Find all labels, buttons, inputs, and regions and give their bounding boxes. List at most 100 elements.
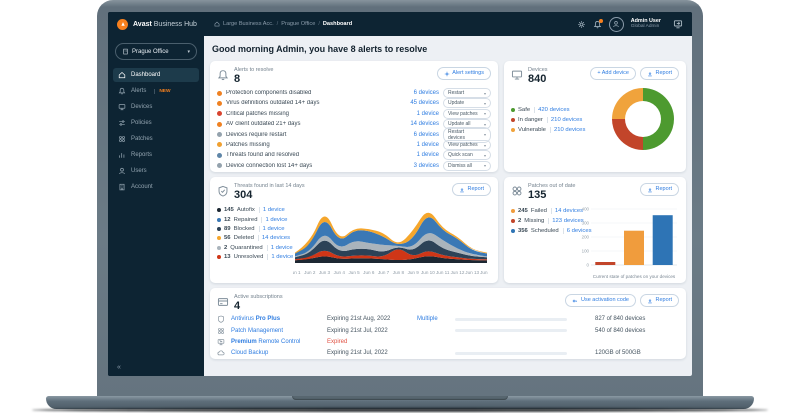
legend-device-link[interactable]: 1 device: [266, 244, 293, 251]
legend-device-link[interactable]: 14 devices: [257, 235, 290, 242]
legend-dot: [511, 219, 515, 224]
legend-count: 56: [224, 235, 231, 242]
alert-label: Device connection lost 14+ days: [226, 162, 313, 169]
console-switcher-icon[interactable]: [673, 19, 683, 29]
alert-device-count-link[interactable]: 1 device: [416, 110, 439, 117]
legend-dot: [511, 229, 515, 234]
org-selector[interactable]: Prague Office ▾: [115, 43, 197, 60]
subscription-expiry: Expired: [327, 338, 348, 345]
sidebar-collapse-button[interactable]: «: [117, 364, 121, 371]
legend-item: 12 Repaired 1 device: [217, 216, 293, 223]
svg-text:Jun 7: Jun 7: [378, 270, 390, 275]
legend-device-link[interactable]: 14 devices: [550, 208, 583, 215]
use-activation-code-button[interactable]: Use activation code: [565, 294, 636, 307]
legend-device-link[interactable]: 1 device: [261, 216, 287, 223]
legend-device-link[interactable]: 1 device: [267, 254, 293, 261]
alert-action-dropdown[interactable]: View patches: [443, 140, 491, 150]
svg-text:300: 300: [582, 221, 590, 226]
legend-device-link[interactable]: 420 devices: [534, 107, 570, 114]
subscription-multiple-link[interactable]: Multiple: [417, 316, 438, 323]
legend-device-link[interactable]: 210 devices: [546, 117, 582, 124]
subscription-name-link[interactable]: Patch Management: [231, 327, 284, 334]
alert-action-dropdown[interactable]: Restart: [443, 88, 491, 99]
alert-action-dropdown[interactable]: Quick scan: [443, 150, 491, 161]
legend-dot: [217, 255, 221, 260]
download-icon: [460, 187, 464, 192]
alert-settings-button[interactable]: Alert settings: [436, 67, 491, 80]
legend-label: Repaired: [233, 216, 258, 223]
legend-label: Failed: [530, 208, 547, 215]
avatar[interactable]: [608, 16, 624, 32]
dashboard-icon: [118, 71, 126, 79]
patches-report-button[interactable]: Report: [639, 183, 679, 196]
legend-dot: [511, 108, 515, 113]
sidebar-item[interactable]: Users: [113, 164, 199, 178]
alert-device-count-link[interactable]: 6 devices: [413, 90, 439, 97]
sidebar-item[interactable]: Dashboard: [113, 68, 199, 82]
legend-device-link[interactable]: 123 devices: [548, 218, 584, 225]
legend-dot: [217, 226, 221, 231]
threats-report-button[interactable]: Report: [451, 183, 491, 196]
laptop-trackpad-notch: [292, 396, 508, 400]
devices-report-button[interactable]: Report: [639, 67, 679, 80]
add-device-button[interactable]: + Add device: [590, 67, 636, 80]
subscription-progress-bar: [455, 351, 567, 355]
subscription-row: Antivirus Pro Plus Expiring 21st Aug, 20…: [217, 315, 679, 323]
topbar: Avast Business Hub Large Business Acc. P…: [108, 12, 692, 36]
sidebar-item[interactable]: Devices: [113, 100, 199, 114]
sidebar-item[interactable]: Account: [113, 180, 199, 194]
threats-legend: 145 Autofix 1 device 12 Repa: [217, 203, 293, 284]
alert-action-dropdown[interactable]: Dismiss all: [443, 160, 491, 171]
chevron-down-icon: ▾: [187, 48, 190, 55]
subscription-name-link[interactable]: Cloud Backup: [231, 350, 269, 357]
user-info[interactable]: Admin User Global Admin: [631, 18, 661, 30]
sidebar-item-label: Alerts: [131, 88, 147, 94]
legend-dot: [217, 245, 221, 250]
sidebar-item[interactable]: Policies: [113, 116, 199, 130]
alert-device-count-link[interactable]: 45 devices: [410, 100, 439, 107]
sidebar-item[interactable]: Reports: [113, 148, 199, 162]
alert-device-count-link[interactable]: 1 device: [416, 141, 439, 148]
home-icon: [214, 21, 220, 27]
alert-action-dropdown[interactable]: Update: [443, 98, 491, 109]
notifications-bell-icon[interactable]: [593, 18, 604, 29]
sidebar-item[interactable]: Patches: [113, 132, 199, 146]
alert-device-count-link[interactable]: 3 devices: [413, 162, 439, 169]
alert-list: Protection components disabled 6 devices…: [217, 88, 491, 171]
sidebar-item-label: Reports: [131, 152, 153, 158]
breadcrumb-current: Dashboard: [322, 21, 353, 27]
sidebar-item-label: Devices: [131, 104, 153, 110]
alert-device-count-link[interactable]: 6 devices: [413, 131, 439, 138]
legend-device-link[interactable]: 1 device: [258, 207, 285, 214]
breadcrumb-site[interactable]: Prague Office: [281, 21, 323, 27]
alert-label: Virus definitions outdated 14+ days: [226, 100, 320, 107]
patches-bar-chart: 0 100 200 300 400 Current state of patches on…: [575, 203, 679, 281]
alert-action-dropdown[interactable]: View patches: [443, 108, 491, 119]
alerts-card: Alerts to resolve 8 Alert settings: [210, 61, 498, 172]
legend-device-link[interactable]: 1 device: [258, 225, 284, 232]
subscriptions-report-button[interactable]: Report: [639, 294, 679, 307]
legend-device-link[interactable]: 6 devices: [562, 228, 592, 235]
alert-row: Threats found and resolved 1 device Quic…: [217, 150, 491, 161]
gear-icon: [444, 71, 449, 76]
subscription-expiry: Expiring 21st Jul, 2022: [327, 327, 388, 334]
legend-item: 245 Failed 14 devices: [511, 208, 583, 215]
alert-status-icon: [217, 132, 222, 138]
alert-status-icon: [217, 152, 222, 158]
users-icon: [118, 167, 126, 175]
alert-device-count-link[interactable]: 14 devices: [410, 121, 439, 128]
subscription-name-link[interactable]: Antivirus Pro Plus: [231, 316, 281, 323]
breadcrumb-account[interactable]: Large Business Acc.: [223, 21, 281, 27]
subscriptions-card: Active subscriptions 4 Use activation co…: [210, 288, 686, 359]
legend-device-link[interactable]: 210 devices: [549, 127, 585, 134]
svg-text:Jun 5: Jun 5: [348, 270, 360, 275]
settings-gear-icon[interactable]: [577, 20, 586, 29]
alert-status-icon: [217, 100, 222, 106]
avast-logo-icon: [117, 18, 128, 30]
subscription-name-link[interactable]: Premium Remote Control: [231, 338, 301, 345]
sidebar-item-label: Account: [131, 184, 153, 190]
sidebar-item[interactable]: Alerts NEW: [113, 84, 199, 98]
subscription-list: Antivirus Pro Plus Expiring 21st Aug, 20…: [217, 315, 679, 357]
alert-device-count-link[interactable]: 1 device: [416, 152, 439, 159]
